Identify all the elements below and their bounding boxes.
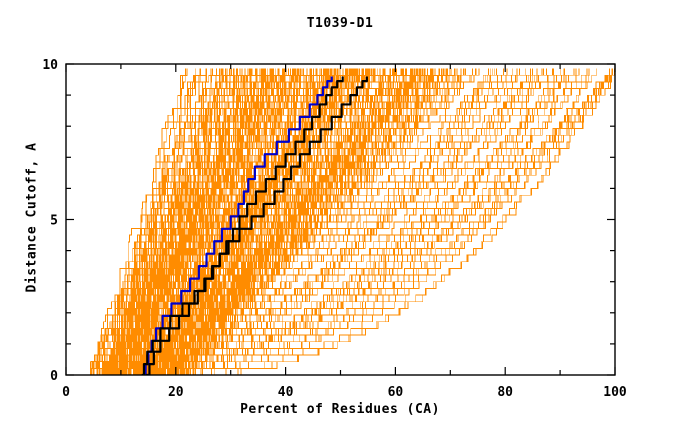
y-tick-label: 0 [50, 369, 58, 384]
bundle-curve [178, 68, 432, 375]
background-curve-bundle [85, 68, 615, 375]
bundle-curve [158, 68, 413, 375]
bundle-curve [90, 68, 201, 375]
y-tick-label: 5 [50, 214, 58, 229]
bundle-curve [134, 68, 613, 375]
bundle-curve [129, 68, 299, 375]
page-title: T1039-D1 [306, 16, 374, 31]
bundle-curve [131, 68, 615, 375]
axis-layer: 0 20 40 60 80 100 0 5 10 [42, 58, 627, 400]
bundle-curve [131, 68, 473, 375]
bundle-curve [112, 68, 580, 375]
bundle-curve [112, 68, 237, 375]
highlight-curve-layer [141, 76, 368, 375]
bundle-curve [165, 68, 384, 375]
x-axis-label: Percent of Residues (CA) [240, 402, 440, 417]
bundle-curve [133, 68, 368, 375]
y-tick-label: 10 [42, 58, 58, 73]
bundle-curve [129, 68, 311, 375]
bundle-curve [170, 68, 391, 375]
bundle-curve [143, 68, 312, 375]
bundle-curve [128, 68, 518, 375]
x-tick-label: 0 [62, 385, 70, 400]
highlight-curve-highlight-black-1 [141, 76, 344, 375]
bundle-curve [150, 68, 332, 375]
bundle-curve [111, 68, 232, 375]
bundle-curve [136, 68, 615, 375]
bundle-curve [112, 68, 257, 375]
x-tick-label: 80 [497, 385, 513, 400]
bundle-curve [159, 68, 376, 375]
bundle-curve [164, 68, 456, 375]
bundle-curve [113, 68, 613, 375]
bundle-curve [112, 68, 587, 375]
bundle-curve [102, 68, 187, 375]
bundle-curve [155, 68, 370, 375]
bundle-curve [122, 68, 301, 375]
bundle-curve [112, 68, 577, 375]
bundle-curve [113, 68, 615, 375]
bundle-curve [134, 68, 543, 375]
bundle-curve [169, 68, 445, 375]
bundle-curve [104, 68, 253, 375]
bundle-curve [86, 68, 547, 375]
bundle-curve [158, 68, 397, 375]
highlight-curve-highlight-black-2 [146, 76, 368, 375]
x-tick-label: 100 [603, 385, 627, 400]
bundle-curve [175, 68, 413, 375]
bundle-curve [109, 68, 274, 375]
bundle-curve [101, 68, 251, 375]
bundle-curve [110, 68, 231, 375]
bundle-curve [140, 68, 489, 375]
bundle-curve [112, 68, 265, 375]
bundle-curve [111, 68, 575, 375]
bundle-curve [95, 68, 220, 375]
x-tick-label: 40 [278, 385, 294, 400]
bundle-curve [172, 68, 412, 375]
bundle-curve [99, 68, 538, 375]
x-tick-label: 60 [388, 385, 404, 400]
x-tick-label: 20 [168, 385, 184, 400]
bundle-curve [176, 68, 451, 375]
